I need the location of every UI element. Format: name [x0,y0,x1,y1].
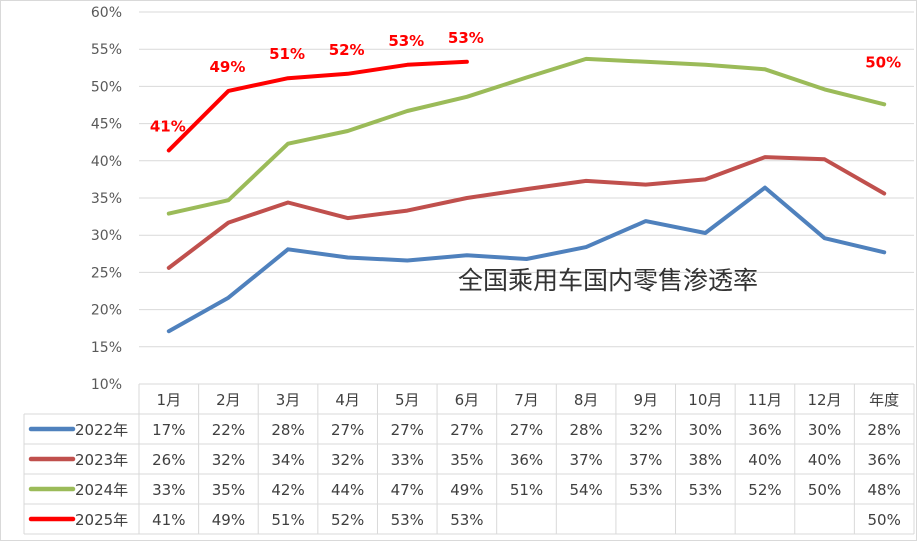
data-label: 49% [209,58,245,76]
series-name: 2023年 [75,451,128,469]
y-tick-label: 40% [91,154,122,170]
table-value: 22% [212,421,245,439]
y-tick-label: 15% [91,340,122,356]
data-label: 53% [388,32,424,50]
category-label: 4月 [335,391,360,409]
table-value: 53% [629,481,662,499]
y-tick-label: 45% [91,117,122,133]
data-label: 41% [150,117,186,135]
table-value: 41% [152,511,185,529]
table-value: 32% [212,451,245,469]
table-value: 28% [868,421,901,439]
table-value: 34% [271,451,304,469]
category-label: 6月 [455,391,480,409]
series-name: 2025年 [75,511,128,529]
table-value: 44% [331,481,364,499]
table-value: 33% [152,481,185,499]
table-value: 52% [331,511,364,529]
table-value: 27% [331,421,364,439]
table-value: 40% [748,451,781,469]
table-value: 51% [271,511,304,529]
table-value: 37% [629,451,662,469]
table-value: 27% [450,421,483,439]
category-label: 9月 [633,391,658,409]
table-value: 30% [808,421,841,439]
chart-overlay-title: 全国乘用车国内零售渗透率 [458,266,758,295]
table-value: 30% [689,421,722,439]
y-tick-label: 50% [91,79,122,95]
table-value: 49% [450,481,483,499]
category-label: 年度 [869,391,899,409]
table-value: 42% [271,481,304,499]
y-tick-label: 25% [91,265,122,281]
table-value: 47% [391,481,424,499]
category-label: 5月 [395,391,420,409]
category-label: 7月 [514,391,539,409]
table-value: 50% [868,511,901,529]
table-value: 37% [569,451,602,469]
category-label: 12月 [808,391,842,409]
table-value: 28% [569,421,602,439]
data-label: 50% [865,53,901,71]
table-value: 49% [212,511,245,529]
table-value: 36% [868,451,901,469]
series-line-2022年 [166,185,887,334]
table-value: 51% [510,481,543,499]
y-tick-label: 55% [91,42,122,58]
table-value: 52% [748,481,781,499]
table-value: 28% [271,421,304,439]
y-tick-label: 20% [91,303,122,319]
table-value: 35% [212,481,245,499]
category-label: 8月 [574,391,599,409]
table-value: 35% [450,451,483,469]
series-line-2024年 [166,56,887,216]
table-value: 17% [152,421,185,439]
table-value: 40% [808,451,841,469]
series-line-2023年 [166,155,887,270]
y-tick-label: 30% [91,228,122,244]
category-label: 11月 [748,391,782,409]
table-value: 53% [689,481,722,499]
table-value: 50% [808,481,841,499]
category-label: 10月 [688,391,722,409]
table-value: 33% [391,451,424,469]
y-tick-label: 10% [91,377,122,393]
category-label: 1月 [157,391,182,409]
table-value: 32% [331,451,364,469]
table-value: 36% [748,421,781,439]
data-label: 52% [329,41,365,59]
series-name: 2022年 [75,421,128,439]
table-value: 48% [868,481,901,499]
table-value: 26% [152,451,185,469]
table-value: 27% [391,421,424,439]
y-tick-label: 60% [91,5,122,21]
table-value: 38% [689,451,722,469]
table-value: 27% [510,421,543,439]
table-value: 53% [450,511,483,529]
data-label: 53% [448,29,484,47]
category-label: 3月 [276,391,301,409]
table-value: 32% [629,421,662,439]
data-label: 51% [269,45,305,63]
series-line-2025年 [166,59,469,153]
table-value: 53% [391,511,424,529]
table-value: 54% [569,481,602,499]
table-value: 36% [510,451,543,469]
series-name: 2024年 [75,481,128,499]
category-label: 2月 [216,391,241,409]
y-tick-label: 35% [91,191,122,207]
